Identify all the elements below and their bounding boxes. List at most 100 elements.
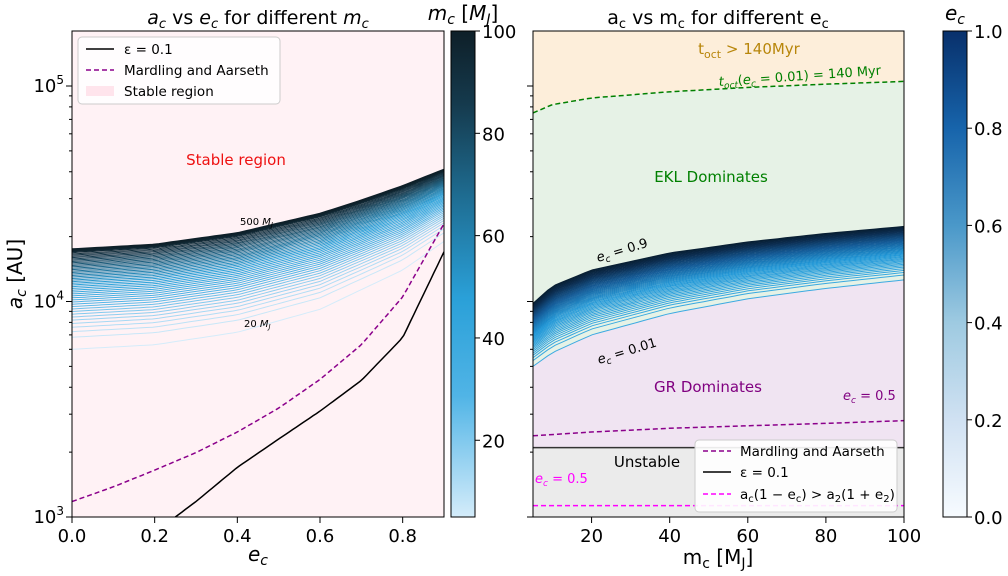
mass-contour-line <box>72 204 444 299</box>
right-colorbar-ticks: 0.0 0.2 0.4 0.6 0.8 1.0 <box>967 22 1003 529</box>
mardling-aarseth-line <box>72 223 444 503</box>
colorbar-tick-label: 80 <box>482 124 505 145</box>
mass-contour-line <box>72 195 444 288</box>
mass-contour-line <box>72 192 444 283</box>
mardling-aarseth-line-right <box>533 419 904 437</box>
stable-region-annotation: Stable region <box>186 151 286 169</box>
x-tick-label: 0.8 <box>388 526 417 547</box>
toct-region-annotation: toct > 140Myr <box>698 40 801 61</box>
left-colorbar: 20 40 60 80 100 mc [MJ] <box>428 1 516 518</box>
left-colorbar-bar <box>450 30 476 518</box>
legend2-label-epsilon: ε = 0.1 <box>740 465 789 481</box>
eccentricity-contour-line <box>533 265 904 350</box>
mass-contour-line <box>72 176 444 261</box>
left-axis-ticks: 0.0 0.2 0.4 0.6 0.8 103 104 105 <box>33 73 417 547</box>
y-tick-label: 103 <box>33 504 64 528</box>
label-20-mj: 20 MJ <box>244 319 271 331</box>
right-colorbar-label: ec <box>945 1 965 28</box>
eccentricity-contour-line <box>533 256 904 340</box>
mass-contour-line <box>72 222 444 324</box>
toct-line <box>533 80 904 114</box>
mass-contour-line <box>72 215 444 315</box>
mass-contour-line <box>72 174 444 257</box>
mass-contour-line <box>72 225 444 328</box>
eccentricity-contour-line <box>533 243 904 325</box>
mass-contour-line <box>72 173 444 256</box>
eccentricity-contour-line <box>533 254 904 338</box>
eccentricity-contour-line <box>533 228 904 307</box>
ec05-magenta-annotation: ec = 0.5 <box>535 472 588 489</box>
eccentricity-contour-line <box>533 255 904 339</box>
left-legend: ε = 0.1 Mardling and Aarseth Stable regi… <box>77 36 281 105</box>
eccentricity-contour-line <box>533 242 904 324</box>
eccentricity-contour-line <box>533 251 904 335</box>
mass-contour-line <box>72 198 444 291</box>
ec05-purple-annotation: ec = 0.5 <box>843 389 896 406</box>
gr-annotation: GR Dominates <box>654 378 762 396</box>
eccentricity-contour-line <box>533 234 904 314</box>
colorbar-tick-label: 100 <box>482 22 516 43</box>
eccentricity-contour-line <box>533 248 904 330</box>
eccentricity-contour-line <box>533 279 904 367</box>
mass-contour-line <box>72 172 444 255</box>
mass-contours <box>72 168 444 350</box>
mass-contour-line <box>72 211 444 310</box>
mass-contour-line <box>72 191 444 281</box>
eccentricity-contour-line <box>533 249 904 331</box>
x-tick-label: 0.6 <box>306 526 335 547</box>
mass-contour-line <box>72 219 444 321</box>
y-tick-label: 104 <box>33 289 64 313</box>
x-tick-label: 100 <box>887 526 921 547</box>
colorbar-tick-label: 0.8 <box>974 119 1003 140</box>
x-tick-label: 60 <box>736 526 759 547</box>
colorbar-tick-label: 0.2 <box>974 411 1003 432</box>
eccentricity-contour-line <box>533 232 904 312</box>
mass-contour-line <box>72 201 444 295</box>
x-tick-label: 40 <box>658 526 681 547</box>
x-tick-label: 0.4 <box>223 526 252 547</box>
left-ylabel: ac [AU] <box>3 239 30 309</box>
right-legend: Mardling and Aarseth ε = 0.1 ac(1 − ec) … <box>694 439 898 513</box>
mass-contour-line <box>72 171 444 254</box>
mass-contour-line <box>72 193 444 284</box>
right-axis-ticks: 20 40 60 80 100 <box>527 85 921 547</box>
mass-contour-line <box>72 232 444 338</box>
eccentricity-contour-line <box>533 241 904 323</box>
right-colorbar-bar <box>942 30 968 518</box>
mass-contour-line <box>72 169 444 252</box>
eccentricity-contour-line <box>533 238 904 319</box>
eccentricity-contour-line <box>533 261 904 346</box>
right-plot-frame <box>532 30 905 518</box>
eccentricity-contour-line <box>533 246 904 329</box>
eccentricity-contour-line <box>533 230 904 310</box>
mass-contour-line <box>72 189 444 278</box>
eccentricity-contour-line <box>533 225 904 304</box>
eccentricity-contour-line <box>533 260 904 344</box>
eccentricity-contour-line <box>533 238 904 320</box>
eccentricity-contour-line <box>533 226 904 305</box>
x-tick-label: 80 <box>814 526 837 547</box>
eccentricity-contour-line <box>533 230 904 309</box>
mass-contour-line <box>72 210 444 307</box>
mass-contour-line <box>72 202 444 297</box>
eccentricity-contour-line <box>533 253 904 337</box>
left-panel: 0.0 0.2 0.4 0.6 0.8 103 104 105 ac vs ec for di… <box>3 1 516 569</box>
mass-contour-line <box>72 190 444 279</box>
left-colorbar-ticks: 20 40 60 80 100 <box>475 22 516 452</box>
eccentricity-contour-line <box>533 236 904 317</box>
eccentricity-contour-line <box>533 245 904 328</box>
mass-contour-line <box>72 180 444 266</box>
eccentricity-contour-line <box>533 235 904 315</box>
mass-contour-line <box>72 175 444 259</box>
mass-contour-line <box>72 181 444 268</box>
mass-contour-line <box>72 194 444 286</box>
mass-contour-line <box>72 240 444 350</box>
mass-contour-line <box>72 185 444 273</box>
eccentricity-contour-line <box>533 250 904 334</box>
eccentricity-contour-line <box>533 244 904 326</box>
epsilon-line <box>174 251 444 517</box>
eccentricity-contour-line <box>533 266 904 352</box>
left-legend-box <box>77 36 281 105</box>
mass-contour-line <box>72 217 444 318</box>
